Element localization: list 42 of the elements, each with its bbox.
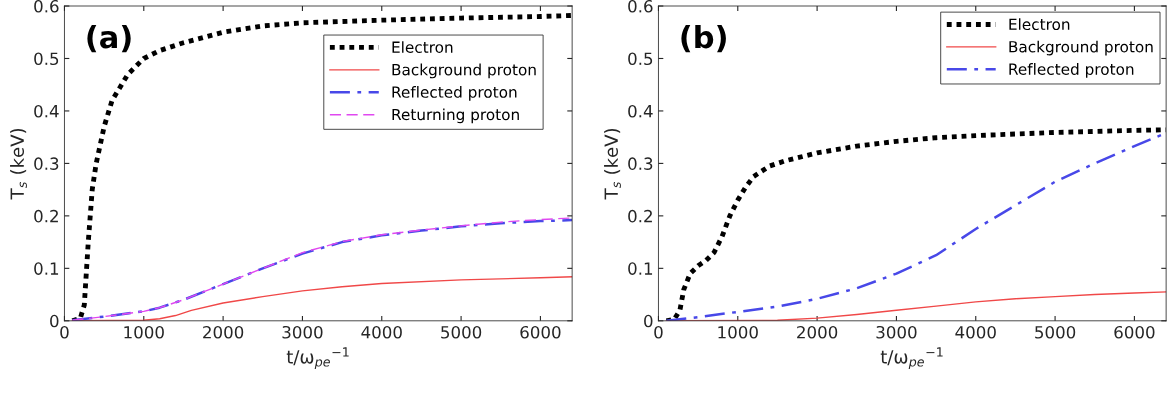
line-series (69, 13, 573, 321)
y-tick-label: 0.5 (628, 52, 653, 66)
legend-label: Reflected proton (1009, 63, 1134, 78)
x-tick-label: 6000 (1114, 325, 1155, 339)
x-tick-label: 1000 (718, 325, 758, 339)
x-axis-title: t/ω$_{pe}$$^{−1}$ (286, 347, 349, 370)
x-tick-label: 6000 (520, 325, 561, 339)
y-tick-label: 0.1 (628, 262, 653, 275)
x-tick-label: 5000 (441, 325, 482, 339)
y-tick-label: 0.3 (628, 157, 653, 170)
x-tick-label: 1000 (124, 325, 164, 339)
y-tick-label: 0.1 (34, 262, 59, 275)
legend-label: Background proton (392, 63, 536, 79)
y-tick-label: 0.5 (34, 52, 59, 66)
x-tick-label: 2000 (203, 325, 244, 339)
y-tick-label: 0.4 (34, 104, 59, 118)
y-tick-label: 0.2 (628, 209, 652, 223)
y-tick-label: 0.2 (34, 209, 58, 223)
legend-label: Background proton (1009, 40, 1153, 56)
x-tick-label: 4000 (361, 325, 402, 339)
annotation: (a) (87, 24, 131, 53)
x-axis-title: t/ω$_{pe}$$^{−1}$ (880, 347, 943, 370)
x-tick-label: 3000 (876, 325, 917, 339)
x-tick-label: 5000 (1035, 325, 1076, 339)
y-tick-label: 0.3 (34, 157, 59, 170)
y-tick-label: 0.6 (628, 0, 653, 13)
y-tick-label: 0 (644, 314, 653, 328)
legend-label: Electron (1009, 18, 1070, 31)
x-tick-label: 4000 (955, 325, 996, 339)
y-axis-title: T$_{s}$ (keV) (10, 128, 27, 200)
legend-label: Returning proton (392, 108, 519, 124)
legend-label: Electron (392, 41, 453, 53)
x-tick-label: 2000 (797, 325, 838, 339)
y-tick-label: 0 (50, 314, 59, 328)
x-tick-label: 0 (654, 325, 663, 339)
x-tick-label: 3000 (282, 325, 323, 339)
y-axis-title: T$_{s}$ (keV) (604, 128, 621, 200)
y-tick-label: 0.4 (628, 104, 653, 118)
y-tick-label: 0.6 (34, 0, 59, 13)
legend-label: Reflected proton (392, 86, 517, 101)
annotation: (b) (681, 24, 726, 53)
x-tick-label: 0 (60, 325, 69, 339)
